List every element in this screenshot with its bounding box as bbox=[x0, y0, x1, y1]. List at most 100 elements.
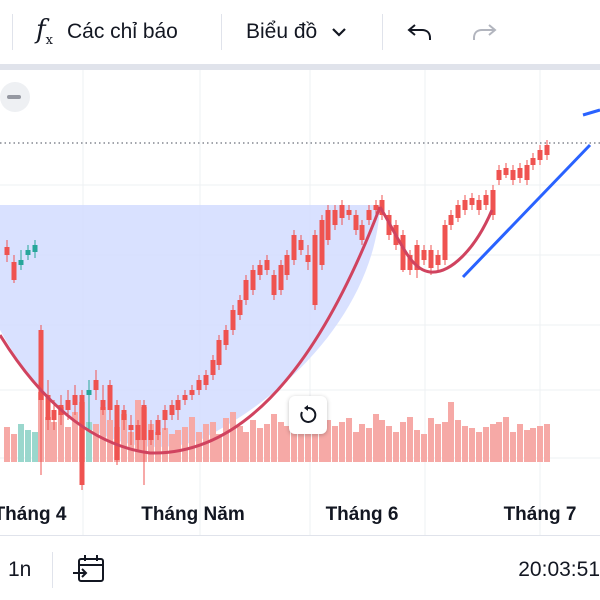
volume-bar bbox=[210, 422, 216, 462]
candle-body bbox=[223, 330, 229, 345]
volume-bar bbox=[503, 417, 509, 462]
volume-bar bbox=[128, 432, 134, 462]
volume-bar bbox=[298, 430, 304, 462]
candle-body bbox=[407, 255, 413, 270]
candle-body bbox=[455, 205, 461, 218]
volume-bar bbox=[250, 420, 256, 462]
candle-body bbox=[442, 225, 448, 260]
volume-bar bbox=[339, 422, 345, 462]
candle-body bbox=[38, 330, 44, 400]
volume-bar bbox=[442, 422, 448, 462]
candle-body bbox=[448, 215, 454, 225]
candle-body bbox=[353, 215, 359, 230]
volume-bar bbox=[216, 434, 222, 462]
chevron-down-icon bbox=[332, 28, 347, 37]
candle-body bbox=[210, 360, 216, 375]
reset-chart-button[interactable] bbox=[289, 396, 327, 434]
candle-body bbox=[11, 262, 17, 280]
volume-bar bbox=[393, 432, 399, 462]
volume-bar bbox=[469, 428, 475, 462]
volume-bar bbox=[25, 430, 31, 462]
bottom-bar: 1n 20:03:51 bbox=[0, 540, 600, 600]
volume-bar bbox=[400, 422, 406, 462]
collapse-button[interactable] bbox=[0, 82, 30, 112]
candle-body bbox=[428, 250, 434, 268]
candle-body bbox=[169, 405, 175, 415]
bottom-separator bbox=[52, 552, 53, 588]
toolbar-separator bbox=[12, 14, 13, 50]
volume-bar bbox=[414, 430, 420, 462]
candle-body bbox=[537, 150, 543, 160]
candle-body bbox=[86, 390, 92, 395]
volume-bar bbox=[312, 412, 318, 462]
volume-bar bbox=[11, 434, 17, 462]
top-toolbar: fx Các chỉ báo Biểu đồ bbox=[0, 0, 600, 64]
candle-body bbox=[237, 300, 243, 315]
candle-body bbox=[141, 405, 147, 440]
volume-bar bbox=[237, 426, 243, 462]
volume-bar bbox=[373, 414, 379, 462]
volume-bar bbox=[4, 427, 10, 462]
candle-body bbox=[278, 265, 284, 290]
candle-body bbox=[346, 210, 352, 215]
volume-bar bbox=[455, 420, 461, 462]
volume-bar bbox=[162, 428, 168, 462]
candle-body bbox=[496, 170, 502, 180]
candle-body bbox=[189, 390, 195, 395]
volume-bar bbox=[100, 407, 106, 462]
candle-body bbox=[271, 275, 277, 295]
candle-body bbox=[162, 410, 168, 420]
volume-bar bbox=[284, 426, 290, 462]
redo-button[interactable] bbox=[470, 0, 498, 64]
undo-icon bbox=[407, 24, 431, 40]
trend-line bbox=[461, 143, 592, 279]
indicators-button[interactable]: fx Các chỉ báo bbox=[36, 0, 178, 64]
volume-bar bbox=[230, 412, 236, 462]
candlesticks bbox=[4, 140, 550, 490]
price-chart[interactable]: Tháng 4 Tháng Năm Tháng 6 Tháng 7 bbox=[0, 70, 600, 535]
candle-body bbox=[435, 255, 441, 265]
volume-bar bbox=[517, 424, 523, 462]
candle-body bbox=[216, 340, 222, 365]
volume-bar bbox=[379, 420, 385, 462]
volume-bar bbox=[462, 426, 468, 462]
candle-body bbox=[421, 250, 427, 260]
candle-body bbox=[284, 255, 290, 275]
chart-type-label: Biểu đồ bbox=[246, 20, 318, 43]
chart-type-dropdown[interactable]: Biểu đồ bbox=[246, 0, 347, 64]
minus-icon bbox=[7, 95, 21, 99]
volume-bar bbox=[353, 432, 359, 462]
time-axis-divider bbox=[0, 535, 600, 536]
candle-body bbox=[305, 255, 311, 262]
reset-icon bbox=[300, 405, 317, 423]
candle-body bbox=[250, 270, 256, 290]
volume-bar bbox=[476, 432, 482, 462]
candle-body bbox=[135, 425, 141, 440]
candle-body bbox=[243, 280, 249, 300]
goto-date-button[interactable] bbox=[72, 552, 106, 588]
candle-body bbox=[196, 380, 202, 390]
volume-bar bbox=[524, 430, 530, 462]
interval-button[interactable]: 1n bbox=[8, 558, 32, 581]
volume-bar bbox=[51, 422, 57, 462]
volume-bar bbox=[496, 422, 502, 462]
candle-body bbox=[291, 235, 297, 260]
volume-bar bbox=[325, 420, 331, 462]
volume-bar bbox=[278, 422, 284, 462]
volume-bar bbox=[421, 434, 427, 462]
toolbar-separator bbox=[221, 14, 222, 50]
candle-body bbox=[312, 235, 318, 305]
redo-icon bbox=[473, 24, 497, 40]
volume-bar bbox=[483, 427, 489, 462]
volume-bar bbox=[332, 426, 338, 462]
candle-body bbox=[544, 145, 550, 155]
undo-button[interactable] bbox=[406, 0, 434, 64]
candle-body bbox=[79, 395, 85, 485]
volume-bar bbox=[386, 426, 392, 462]
volume-bar bbox=[435, 424, 441, 462]
candle-body bbox=[462, 200, 468, 210]
volume-bar bbox=[189, 417, 195, 462]
volume-bar bbox=[305, 424, 311, 462]
candle-body bbox=[298, 240, 304, 250]
volume-bar bbox=[490, 424, 496, 462]
